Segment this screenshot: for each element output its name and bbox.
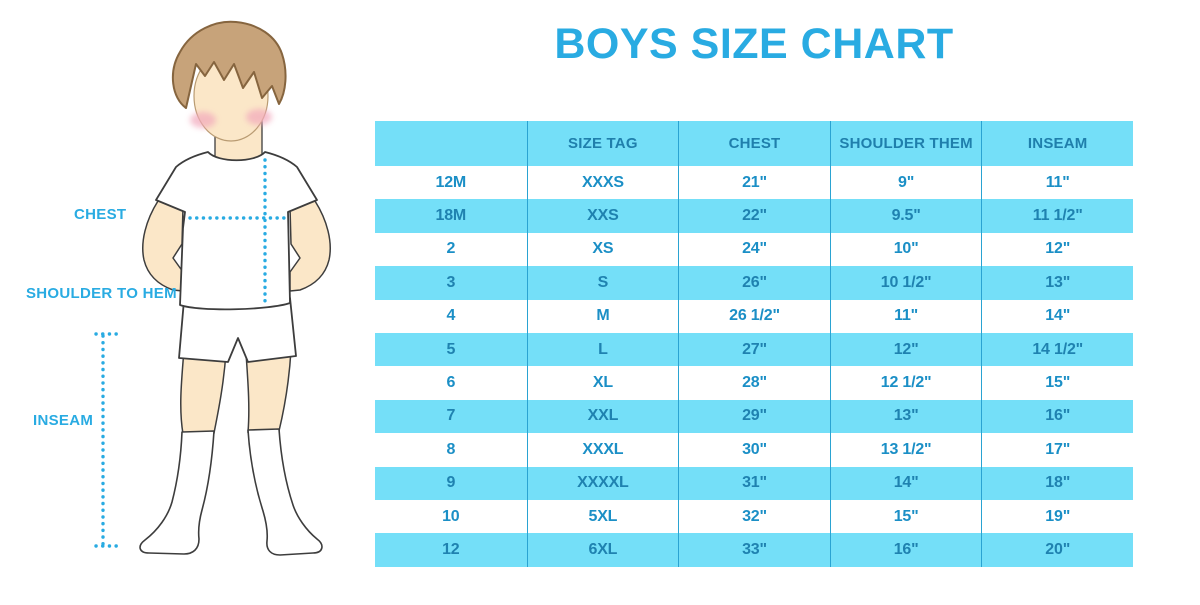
table-cell: 16" <box>829 533 982 567</box>
shoulder-to-hem-label: SHOULDER TO HEM <box>26 285 177 302</box>
left-arm-shape <box>142 200 184 292</box>
hair-shape <box>171 20 287 109</box>
table-row: 18M XXS 22" 9.5" 11 1/2" <box>375 199 1133 233</box>
column-header: SIZE TAG <box>526 121 679 166</box>
table-row: 9 XXXXL 31" 14" 18" <box>375 466 1133 500</box>
table-cell: 18" <box>981 466 1133 500</box>
table-cell: 2 <box>446 240 456 258</box>
table-cell: 12" <box>981 232 1133 267</box>
inseam-label: INSEAM <box>33 412 94 429</box>
left-cheek <box>190 112 216 128</box>
table-cell: 17" <box>981 433 1133 467</box>
table-cell: 13" <box>829 399 982 434</box>
table-cell: 12 <box>442 540 460 558</box>
boy-illustration: CHEST SHOULDER TO HEM INSEAM <box>0 0 360 600</box>
size-table-body: 12M XXXS 21" 9" 11" 18M XXS 22" 9.5" 11 1/2" 2 XS 24… <box>375 166 1133 567</box>
table-cell: 10 <box>442 507 460 525</box>
table-cell: M <box>526 299 679 333</box>
table-cell: 26" <box>678 266 830 300</box>
shorts-shape <box>178 297 297 363</box>
table-row: 6 XL 28" 12 1/2" 15" <box>375 366 1133 400</box>
table-cell: 26 1/2" <box>678 299 830 333</box>
table-cell: 15" <box>981 366 1133 400</box>
table-cell: 4 <box>446 307 456 325</box>
table-cell: 12M <box>435 173 467 191</box>
table-cell: XXXXL <box>526 466 679 500</box>
table-row: 2 XS 24" 10" 12" <box>375 232 1133 267</box>
table-cell: 14 1/2" <box>981 332 1133 367</box>
table-row: 10 5XL 32" 15" 19" <box>375 499 1133 534</box>
table-cell: 13 1/2" <box>829 433 982 467</box>
table-cell: XXS <box>526 199 679 233</box>
table-cell: 12" <box>829 332 982 367</box>
table-cell: 13" <box>981 266 1133 300</box>
table-row: 3 S 26" 10 1/2" 13" <box>375 266 1133 300</box>
size-table: SIZE TAG CHEST SHOULDER THEM INSEAM 12M XXXS… <box>375 121 1133 567</box>
table-cell: 9.5" <box>829 199 982 233</box>
table-cell: 3 <box>446 273 456 291</box>
column-header: CHEST <box>678 121 830 166</box>
table-cell: 28" <box>678 366 830 400</box>
table-cell: 8 <box>446 440 456 458</box>
table-cell: XXXS <box>526 166 679 200</box>
table-cell: 19" <box>981 499 1133 534</box>
table-cell: 14" <box>981 299 1133 333</box>
table-cell: 11" <box>829 299 982 333</box>
table-cell: 11" <box>981 166 1133 200</box>
table-cell: 24" <box>678 232 830 267</box>
shirt-shape <box>155 151 318 311</box>
table-cell: XL <box>526 366 679 400</box>
table-cell: 21" <box>678 166 830 200</box>
table-cell: 7 <box>446 407 456 425</box>
table-row: 4 M 26 1/2" 11" 14" <box>375 299 1133 333</box>
table-cell: 11 1/2" <box>981 199 1133 233</box>
table-row: 12 6XL 33" 16" 20" <box>375 533 1133 567</box>
column-header <box>375 121 527 166</box>
table-cell: 6 <box>446 374 456 392</box>
table-cell: 10" <box>829 232 982 267</box>
table-cell: 30" <box>678 433 830 467</box>
table-cell: 12 1/2" <box>829 366 982 400</box>
table-cell: 15" <box>829 499 982 534</box>
table-cell: 9 <box>446 474 456 492</box>
table-row: 5 L 27" 12" 14 1/2" <box>375 332 1133 367</box>
boy-figure-svg <box>94 20 331 556</box>
page-title: BOYS SIZE CHART <box>554 20 954 68</box>
left-sock-shape <box>139 430 215 555</box>
table-cell: 27" <box>678 332 830 367</box>
right-arm-shape <box>289 200 331 292</box>
table-cell: 20" <box>981 533 1133 567</box>
table-cell: XS <box>526 232 679 267</box>
column-header: INSEAM <box>981 121 1133 166</box>
table-row: 8 XXXL 30" 13 1/2" 17" <box>375 433 1133 467</box>
chest-label: CHEST <box>74 206 127 223</box>
table-cell: 22" <box>678 199 830 233</box>
table-cell: 14" <box>829 466 982 500</box>
right-sock-shape <box>247 428 323 556</box>
table-cell: 5 <box>446 340 456 358</box>
table-cell: XXL <box>526 399 679 434</box>
table-cell: 6XL <box>526 533 679 567</box>
table-cell: 5XL <box>526 499 679 534</box>
table-cell: 33" <box>678 533 830 567</box>
table-cell: S <box>526 266 679 300</box>
table-cell: 32" <box>678 499 830 534</box>
size-table-header: SIZE TAG CHEST SHOULDER THEM INSEAM <box>375 121 1133 166</box>
table-cell: L <box>526 332 679 367</box>
table-cell: 18M <box>435 207 467 225</box>
table-row: 7 XXL 29" 13" 16" <box>375 399 1133 434</box>
column-header: SHOULDER THEM <box>829 121 982 166</box>
table-row: 12M XXXS 21" 9" 11" <box>375 166 1133 200</box>
table-cell: 10 1/2" <box>829 266 982 300</box>
table-cell: 16" <box>981 399 1133 434</box>
table-cell: 31" <box>678 466 830 500</box>
left-leg-shape <box>180 349 227 435</box>
table-cell: 9" <box>829 166 982 200</box>
right-cheek <box>246 109 272 125</box>
table-cell: 29" <box>678 399 830 434</box>
table-cell: XXXL <box>526 433 679 467</box>
